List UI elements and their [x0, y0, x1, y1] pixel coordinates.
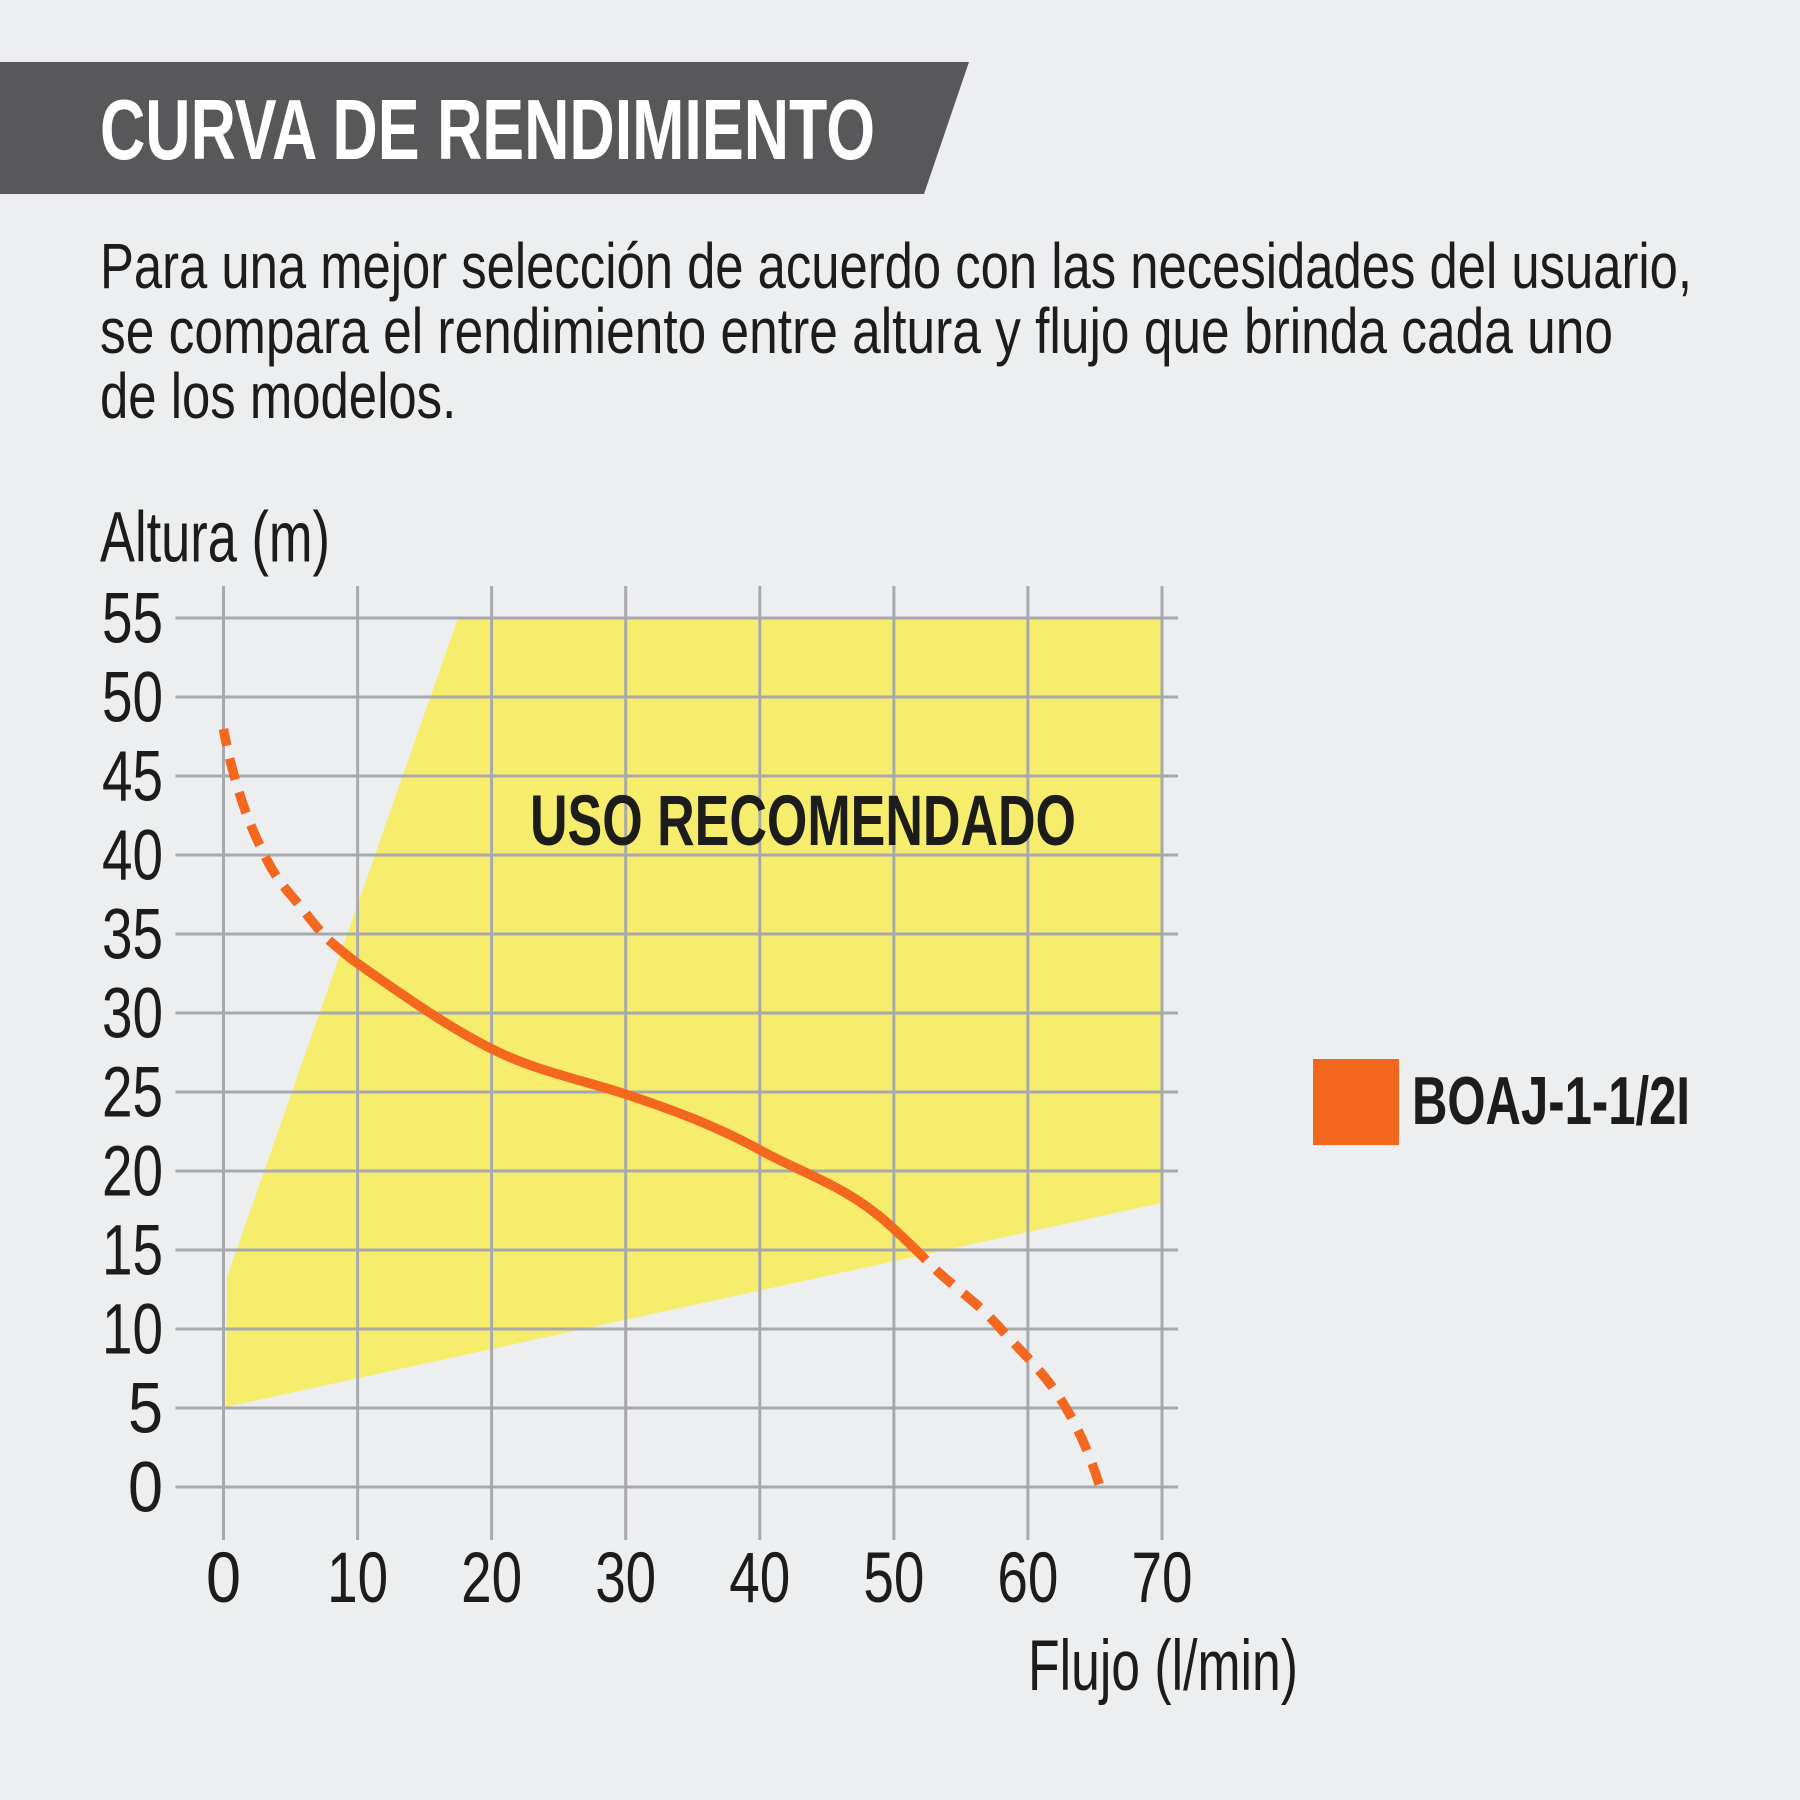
svg-text:55: 55 — [102, 580, 163, 659]
svg-text:10: 10 — [327, 1539, 388, 1618]
svg-text:20: 20 — [102, 1133, 163, 1212]
svg-text:25: 25 — [102, 1054, 163, 1133]
svg-text:30: 30 — [595, 1539, 656, 1618]
svg-text:45: 45 — [102, 738, 163, 817]
svg-text:20: 20 — [461, 1539, 522, 1618]
svg-text:35: 35 — [102, 896, 163, 975]
svg-text:Altura (m): Altura (m) — [100, 499, 330, 578]
svg-text:40: 40 — [102, 817, 163, 896]
svg-text:30: 30 — [102, 975, 163, 1054]
svg-text:40: 40 — [729, 1539, 790, 1618]
svg-text:60: 60 — [997, 1539, 1058, 1618]
svg-text:0: 0 — [128, 1449, 163, 1528]
svg-text:0: 0 — [206, 1539, 241, 1618]
svg-text:USO RECOMENDADO: USO RECOMENDADO — [530, 782, 1076, 861]
svg-text:50: 50 — [102, 659, 163, 738]
svg-text:70: 70 — [1132, 1539, 1193, 1618]
svg-text:15: 15 — [102, 1212, 163, 1291]
svg-text:Flujo (l/min): Flujo (l/min) — [1028, 1627, 1298, 1706]
svg-text:10: 10 — [102, 1291, 163, 1370]
svg-text:BOAJ-1-1/2I: BOAJ-1-1/2I — [1412, 1063, 1690, 1139]
svg-text:50: 50 — [863, 1539, 924, 1618]
svg-text:5: 5 — [128, 1370, 163, 1449]
